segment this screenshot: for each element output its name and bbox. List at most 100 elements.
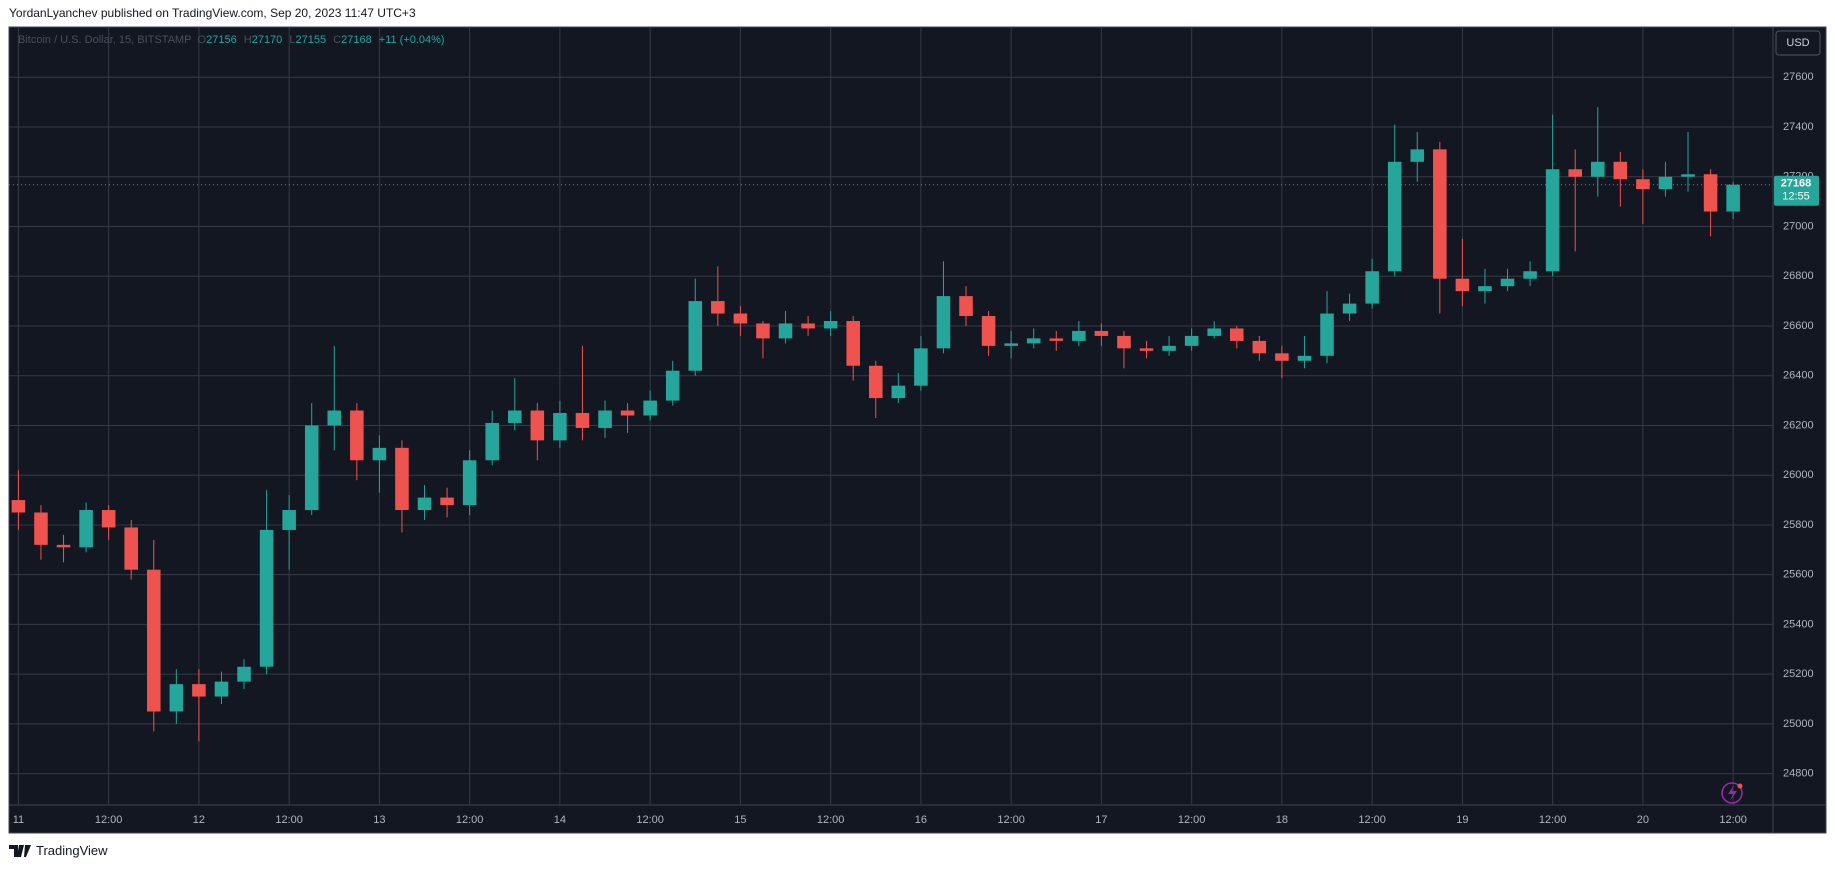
axes: 24800 25000 25200 25400 25600 25800 26000 26200… [9, 71, 1819, 826]
candle-body [1590, 161, 1605, 177]
candle-body [1162, 345, 1176, 351]
candle-body [869, 365, 883, 399]
candle-body [372, 447, 387, 461]
candle-body [1545, 169, 1560, 272]
candle-body [304, 425, 319, 511]
x-tick-label: 18 [1276, 814, 1288, 826]
candle-body [79, 510, 93, 548]
x-tick-label: 13 [373, 814, 385, 826]
legend-symbol: Bitcoin / U.S. Dollar, 15, BITSTAMP [18, 34, 192, 46]
candle-body [1320, 313, 1334, 356]
candle-body [259, 529, 274, 667]
y-tick-label: 26200 [1783, 419, 1814, 431]
candle-body [1681, 174, 1695, 177]
legend-close-label: C [333, 34, 342, 46]
candle-body [733, 313, 748, 324]
x-tick-label: 12:00 [1358, 814, 1386, 826]
candle-body [1726, 184, 1740, 212]
x-tick-label: 12 [193, 814, 205, 826]
brand-logo [9, 844, 31, 857]
candle-body [575, 413, 590, 428]
legend-open: 27156 [206, 34, 237, 46]
alert-dot [1737, 783, 1743, 789]
candle-body [1703, 174, 1718, 212]
currency-label: USD [1786, 37, 1809, 49]
candle-body [688, 301, 703, 371]
candle-body [485, 422, 499, 461]
currency-button[interactable] [1775, 30, 1821, 56]
candle-body [1117, 335, 1131, 349]
y-tick-label: 26600 [1783, 320, 1814, 332]
alert-bolt [1728, 785, 1737, 801]
candle-body [1433, 149, 1447, 279]
alert-icon[interactable] [1721, 782, 1743, 804]
candle-body [237, 666, 251, 682]
x-tick-label: 12:00 [817, 814, 845, 826]
candle-body [462, 460, 477, 506]
y-tick-label: 25600 [1783, 569, 1814, 581]
chart-background [8, 26, 1827, 834]
candle-body [823, 320, 838, 329]
candle-body [282, 510, 296, 530]
x-tick-label: 11 [13, 814, 24, 826]
candle-body [1387, 161, 1402, 272]
candle-body [1207, 328, 1221, 336]
footer: TradingView [9, 843, 108, 858]
y-tick-label: 27400 [1783, 121, 1814, 133]
legend-close: 27168 [341, 34, 372, 46]
candle-body [56, 544, 71, 548]
last-price-label: 27168 [1781, 178, 1812, 190]
candle-body [959, 296, 973, 317]
candle-body [350, 410, 364, 461]
legend-open-label: O [197, 34, 207, 46]
candle-body [756, 323, 770, 339]
candle-body [1004, 343, 1018, 346]
y-tick-label: 26400 [1783, 370, 1814, 382]
y-tick-label: 25400 [1783, 618, 1814, 630]
candle-body [1478, 286, 1492, 292]
candle-body [34, 512, 48, 545]
candle-body [1636, 179, 1650, 190]
x-tick-label: 12:00 [1719, 814, 1747, 826]
candle-body [914, 348, 928, 386]
candle-body [192, 684, 206, 697]
bar-countdown: 12:55 [1782, 191, 1810, 203]
candle-body [1568, 169, 1582, 177]
candle-body [620, 410, 635, 416]
x-tick-label: 15 [734, 814, 746, 826]
x-tick-label: 20 [1637, 814, 1649, 826]
candle-body [395, 447, 409, 511]
candle-body [778, 323, 793, 339]
candle-body [1139, 348, 1154, 351]
x-tick-label: 12:00 [275, 814, 303, 826]
x-tick-label: 12:00 [997, 814, 1025, 826]
x-tick-label: 16 [915, 814, 927, 826]
legend-change: +11 (+0.04%) [378, 34, 445, 46]
x-tick-label: 14 [554, 814, 566, 826]
last-price-box [1774, 175, 1819, 206]
y-tick-label: 25200 [1783, 668, 1814, 680]
candle-body [1049, 338, 1064, 341]
candle-body [1500, 278, 1515, 287]
y-tick-label: 26800 [1783, 270, 1814, 282]
candle-body [801, 323, 815, 329]
candle-body [169, 684, 184, 712]
candle-body [1365, 271, 1379, 304]
candle-body [147, 569, 161, 712]
x-tick-label: 12:00 [1539, 814, 1567, 826]
candle-body [1455, 278, 1470, 292]
candle-body [1342, 303, 1357, 314]
candle-body [643, 400, 657, 416]
candle-body [530, 410, 545, 441]
legend-high-label: H [243, 34, 252, 46]
x-tick-label: 12:00 [636, 814, 664, 826]
brand-name: TradingView [36, 843, 108, 858]
candle-body [1072, 330, 1086, 341]
candle-body [1094, 330, 1109, 336]
grid [9, 27, 1773, 805]
legend-high: 27170 [251, 34, 283, 46]
x-tick-label: 12:00 [456, 814, 484, 826]
candle-body [508, 410, 522, 423]
candle-body [327, 410, 342, 426]
